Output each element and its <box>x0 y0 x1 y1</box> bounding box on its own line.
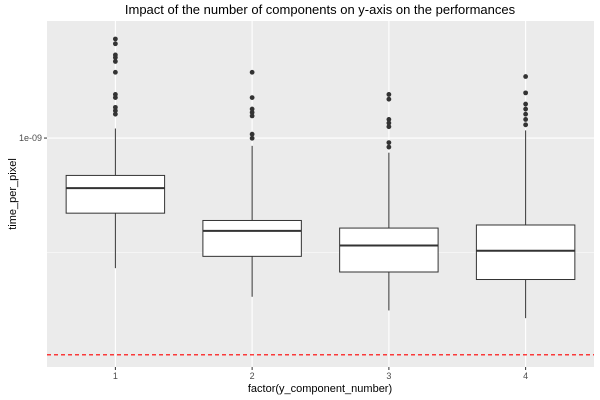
outlier-point <box>112 92 118 97</box>
chart-title: Impact of the number of components on y-… <box>125 2 516 17</box>
x-tick-label: 2 <box>250 371 255 381</box>
iqr-box <box>339 227 439 273</box>
outlier-point <box>249 135 255 141</box>
outlier-point <box>249 106 255 112</box>
box-category-1 <box>65 36 166 269</box>
outlier-point <box>249 110 255 115</box>
x-tick-label: 1 <box>113 371 118 381</box>
outlier-point <box>112 41 118 47</box>
y-axis-title: time_per_pixel <box>7 158 19 230</box>
outlier-point <box>523 74 529 79</box>
outlier-point <box>112 36 118 42</box>
outlier-point <box>112 59 118 64</box>
box-category-3 <box>339 92 439 311</box>
outlier-point <box>523 117 529 122</box>
outlier-point <box>386 96 392 102</box>
outlier-point <box>386 144 392 150</box>
outlier-point <box>249 131 255 137</box>
y-tick-label: 1e-09 <box>19 133 42 143</box>
outlier-point <box>386 124 392 130</box>
box-category-4 <box>475 74 576 319</box>
x-tick-label: 3 <box>386 371 391 381</box>
outlier-point <box>112 69 118 75</box>
outlier-point <box>386 92 392 97</box>
outlier-point <box>523 101 529 107</box>
outlier-point <box>386 140 392 146</box>
outlier-point <box>112 108 118 114</box>
outlier-point <box>249 69 255 75</box>
outlier-point <box>386 117 392 122</box>
boxes-layer <box>65 36 576 319</box>
outlier-point <box>523 111 529 117</box>
outlier-point <box>112 111 118 117</box>
outlier-point <box>523 90 529 96</box>
outlier-point <box>523 106 529 112</box>
outlier-point <box>249 95 255 100</box>
outlier-point <box>112 104 118 110</box>
outlier-point <box>523 122 529 128</box>
outlier-point <box>386 120 392 126</box>
iqr-box <box>202 219 302 257</box>
x-axis-title: factor(y_component_number) <box>248 383 392 395</box>
outlier-point <box>249 113 255 119</box>
iqr-box <box>65 174 166 214</box>
axes-layer: 1e-09 1 2 3 4 <box>19 133 528 381</box>
iqr-box <box>475 224 576 281</box>
box-category-2 <box>202 69 302 297</box>
x-tick-label: 4 <box>523 371 528 381</box>
outlier-point <box>112 52 118 58</box>
